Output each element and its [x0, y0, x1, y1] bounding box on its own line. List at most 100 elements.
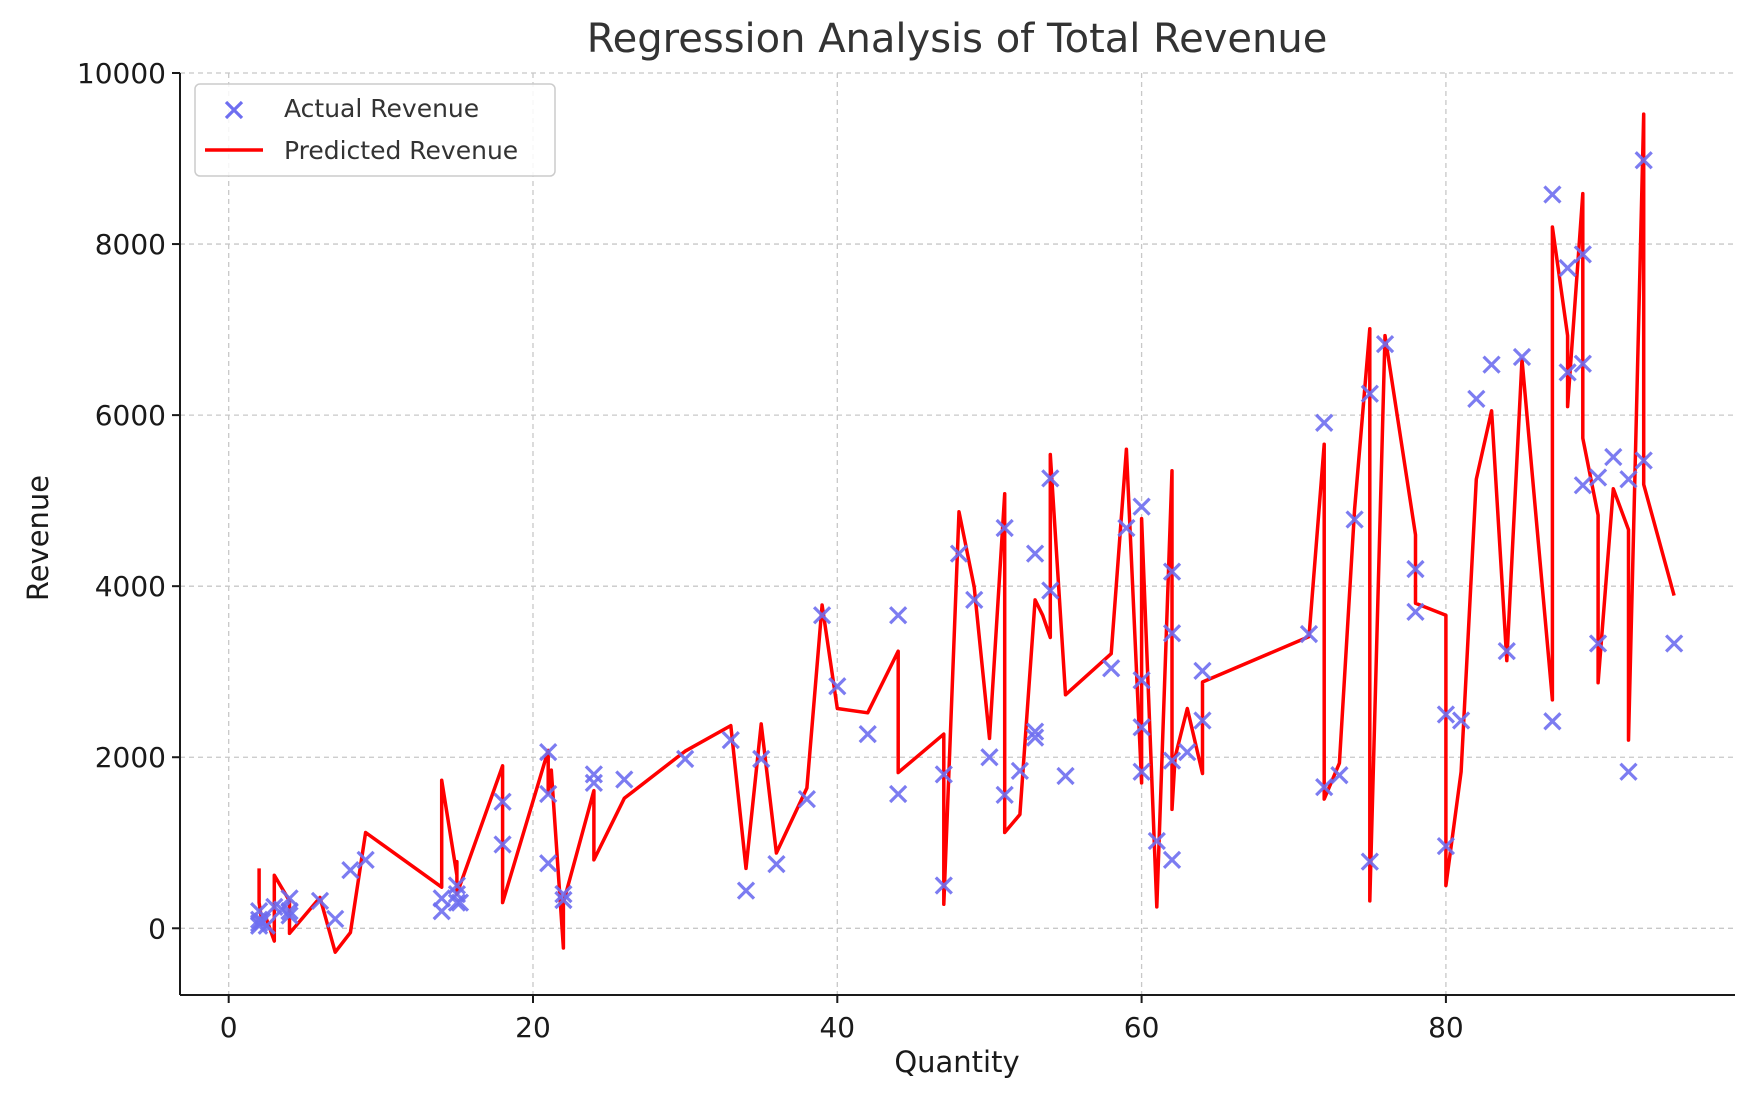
actual-revenue-point — [721, 730, 740, 750]
actual-revenue-point — [257, 916, 276, 935]
actual-revenue-point — [1436, 837, 1456, 856]
actual-revenue-point — [1330, 766, 1349, 785]
actual-revenue-point — [584, 765, 603, 784]
y-tick-label: 0 — [148, 912, 166, 945]
y-tick-label: 10000 — [77, 57, 166, 90]
actual-revenue-point — [450, 893, 470, 912]
actual-revenue-point — [1573, 245, 1592, 264]
x-tick-label: 80 — [1428, 1011, 1464, 1044]
actual-revenue-point — [752, 749, 771, 769]
legend: Actual Revenue Predicted Revenue — [194, 83, 556, 177]
y-axis-title: Revenue — [21, 475, 55, 601]
actual-revenue-point — [1315, 413, 1334, 432]
axes — [179, 73, 1735, 996]
actual-revenue-point — [615, 770, 634, 789]
actual-revenue-point — [1178, 742, 1197, 762]
actual-revenue-point — [1010, 761, 1030, 781]
actual-revenue-point — [1315, 778, 1334, 797]
actual-revenue-point — [1299, 624, 1319, 644]
actual-revenue-point — [1132, 671, 1151, 690]
actual-revenue-point — [1436, 705, 1456, 724]
legend-label-actual: Actual Revenue — [284, 94, 479, 123]
x-tick-label: 60 — [1124, 1011, 1160, 1044]
actual-revenue-point — [1360, 384, 1379, 403]
actual-revenue-point — [1665, 634, 1684, 653]
actual-revenue-point — [310, 891, 330, 911]
plot-area — [249, 112, 1684, 954]
actual-revenue-point — [539, 784, 558, 804]
actual-revenue-point — [1345, 510, 1364, 529]
actual-revenue-point — [1193, 711, 1212, 730]
actual-revenue-point — [356, 850, 375, 869]
x-tick-label: 40 — [819, 1011, 855, 1044]
legend-box — [194, 83, 556, 177]
actual-revenue-point — [797, 790, 817, 809]
actual-revenue-point — [858, 725, 877, 744]
actual-revenue-point — [1406, 602, 1425, 621]
actual-revenue-point — [1132, 718, 1151, 737]
actual-revenue-point — [1467, 389, 1486, 408]
actual-revenue-point — [1041, 581, 1060, 600]
actual-revenue-point — [1132, 762, 1151, 781]
actual-revenue-point — [934, 876, 953, 895]
actual-revenue-point — [1056, 766, 1075, 786]
actual-revenue-point — [1604, 447, 1623, 467]
actual-revenue-point — [934, 765, 953, 784]
actual-revenue-point — [1025, 544, 1045, 563]
actual-revenue-point — [1619, 762, 1638, 781]
actual-revenue-point — [1162, 562, 1182, 581]
actual-revenue-point — [1573, 476, 1592, 495]
actual-revenue-point — [1497, 642, 1516, 661]
ticks: 0 20 40 60 80 0 2000 4000 6000 8000 10000 — [77, 57, 1464, 1044]
actual-revenue-point — [493, 792, 512, 811]
actual-revenue-point — [1634, 151, 1653, 170]
actual-revenue-point — [493, 835, 512, 854]
actual-revenue-point — [1634, 451, 1653, 470]
actual-revenue-point — [995, 518, 1014, 538]
actual-revenue-point — [539, 854, 558, 873]
y-tick-label: 2000 — [95, 741, 166, 774]
actual-revenue-point — [1588, 634, 1608, 653]
x-axis-title: Quantity — [894, 1045, 1019, 1079]
actual-revenue-point — [1406, 559, 1425, 579]
actual-revenue-point — [1162, 624, 1182, 643]
actual-revenue-point — [1543, 712, 1562, 731]
actual-revenue-point — [1041, 469, 1060, 488]
actual-revenue-point — [554, 890, 573, 910]
actual-revenue-point — [1558, 363, 1577, 382]
actual-revenue-point — [949, 544, 969, 563]
x-tick-label: 20 — [515, 1011, 551, 1044]
actual-revenue-point — [736, 881, 756, 900]
actual-revenue-point — [1512, 347, 1532, 367]
actual-revenue-point — [1162, 751, 1182, 770]
actual-revenue-point — [554, 884, 573, 904]
actual-revenue-point — [676, 749, 695, 769]
actual-revenue-point — [432, 889, 451, 908]
actual-revenue-point — [1102, 659, 1121, 678]
legend-marker-actual — [224, 100, 244, 120]
actual-revenue-point — [812, 606, 832, 625]
actual-revenue-point — [447, 893, 467, 912]
actual-revenue-point — [980, 748, 999, 767]
actual-revenue-point — [889, 784, 908, 804]
actual-revenue-point — [995, 785, 1014, 804]
actual-revenue-point — [1025, 722, 1045, 741]
actual-revenue-point — [1193, 661, 1212, 680]
x-tick-label: 0 — [220, 1011, 238, 1044]
y-tick-label: 8000 — [95, 228, 166, 261]
actual-revenue-point — [1132, 497, 1151, 516]
actual-revenue-point — [326, 909, 345, 929]
actual-revenue-point — [341, 860, 360, 880]
actual-revenue-point — [1162, 850, 1182, 869]
actual-revenue-point — [1573, 354, 1592, 373]
actual-revenue-point — [1451, 711, 1471, 730]
actual-revenue-point — [1375, 334, 1395, 354]
actual-revenue-point — [1025, 728, 1045, 747]
y-tick-label: 6000 — [95, 399, 166, 432]
actual-revenue-point — [280, 906, 299, 925]
actual-revenue-point — [1543, 185, 1562, 204]
actual-revenue-point — [828, 677, 847, 696]
actual-revenue-point — [965, 590, 984, 609]
legend-x-marker — [224, 100, 244, 120]
